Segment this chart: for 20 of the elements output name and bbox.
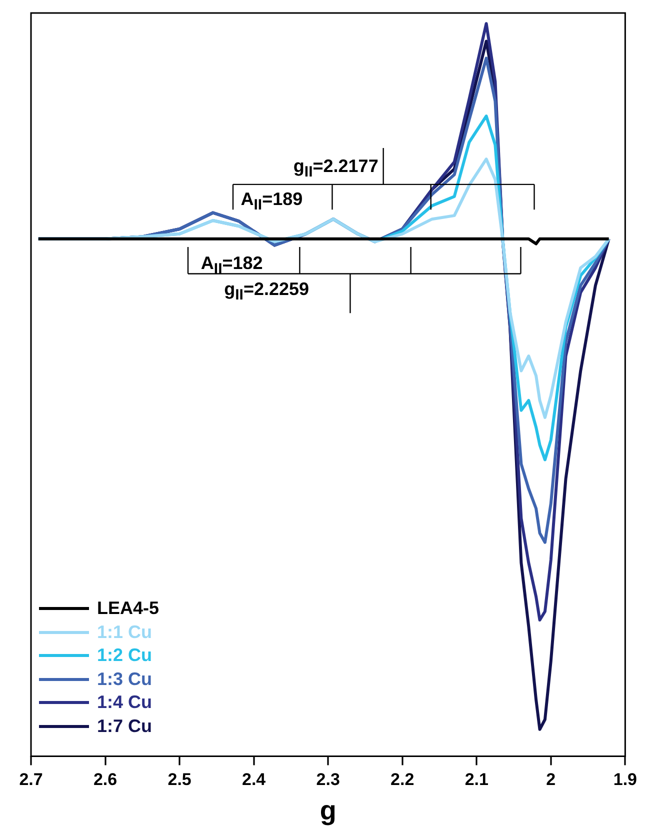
- x-tick-label: 2.6: [93, 770, 118, 790]
- annotation: g$_{II}$=2.2177: [293, 155, 378, 183]
- annotation: g$_{II}$=2.2259: [224, 278, 310, 306]
- x-tick-label: 2.5: [168, 770, 192, 790]
- x-tick-label: 2: [546, 770, 556, 790]
- x-tick-label: 2.4: [242, 770, 266, 790]
- legend-label: 1:4 Cu: [97, 692, 152, 714]
- annotation: A$_{II}$=189: [240, 188, 303, 216]
- legend-label: 1:7 Cu: [97, 716, 152, 737]
- legend-label: 1:1 Cu: [97, 622, 152, 643]
- x-tick-label: 2.2: [390, 770, 414, 790]
- x-axis-title: g: [320, 795, 336, 826]
- legend-label: 1:3 Cu: [97, 668, 152, 690]
- x-tick-label: 1.9: [613, 770, 638, 790]
- annotation: A$_{II}$=182: [200, 252, 263, 280]
- x-tick-label: 2.3: [316, 770, 340, 790]
- legend-label: 1:2 Cu: [97, 645, 152, 666]
- x-tick-label: 2.1: [464, 770, 488, 790]
- legend-label: LEA4-5: [97, 598, 160, 620]
- x-tick-label: 2.7: [19, 770, 43, 790]
